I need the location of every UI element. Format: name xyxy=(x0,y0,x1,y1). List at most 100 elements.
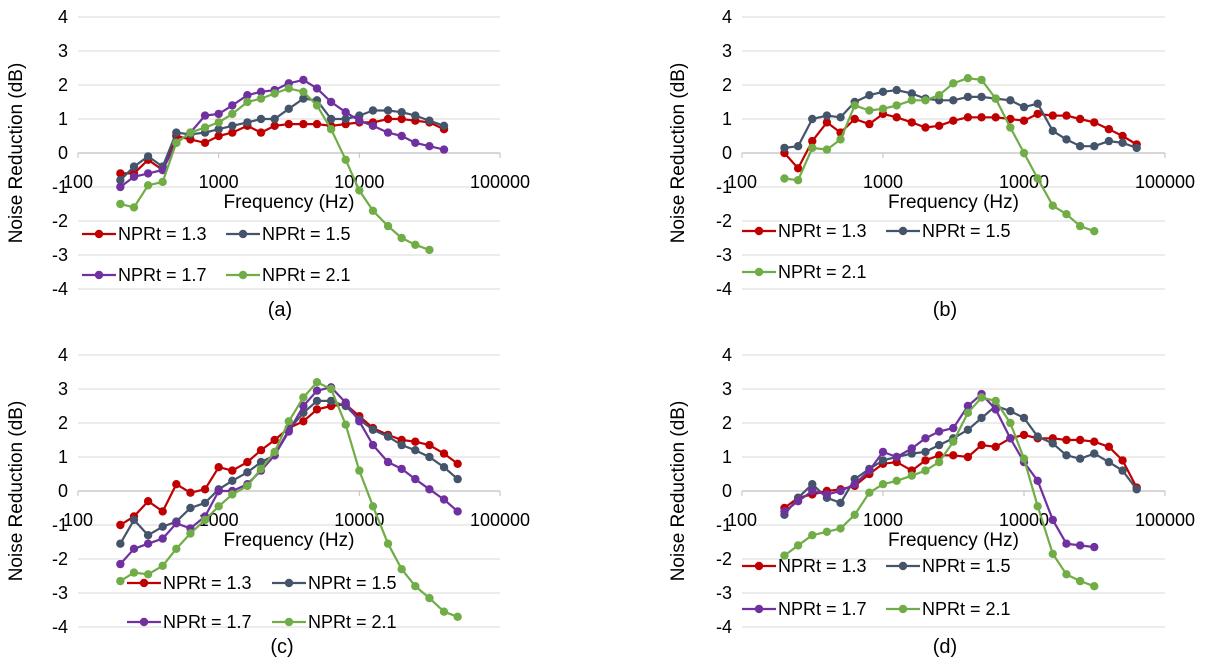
legend-swatch-marker xyxy=(898,561,908,571)
data-point xyxy=(1104,442,1114,451)
data-point xyxy=(977,92,986,102)
data-point xyxy=(907,444,916,453)
panel-caption: (b) xyxy=(933,299,957,321)
data-point xyxy=(1062,539,1071,548)
data-point xyxy=(425,440,434,450)
legend-entry-nprt-1-3: NPRt = 1.3 xyxy=(742,221,867,241)
data-point xyxy=(355,116,364,125)
legend-swatch-marker xyxy=(754,226,764,236)
data-point xyxy=(214,109,223,119)
data-point xyxy=(1019,102,1029,112)
data-point xyxy=(158,165,167,175)
data-point xyxy=(1062,435,1071,445)
data-point xyxy=(1062,111,1071,120)
y-tick-label: 4 xyxy=(722,345,732,365)
data-point xyxy=(312,119,322,129)
legend-label: NPRt = 1.3 xyxy=(163,573,252,593)
y-tick-label: -2 xyxy=(716,549,732,569)
legend-label: NPRt = 1.7 xyxy=(163,612,252,632)
legend-label: NPRt = 1.5 xyxy=(922,556,1011,576)
data-point xyxy=(822,118,832,127)
data-point xyxy=(1033,109,1042,119)
panel-caption: (c) xyxy=(270,636,293,658)
data-point xyxy=(822,145,832,154)
data-point xyxy=(129,203,139,212)
data-point xyxy=(299,119,308,129)
legend-entry-nprt-1-7: NPRt = 1.7 xyxy=(82,265,207,285)
data-point xyxy=(836,498,845,508)
data-point xyxy=(368,106,378,115)
data-point xyxy=(1104,136,1114,146)
data-point xyxy=(411,446,420,455)
data-point xyxy=(186,128,195,137)
data-point xyxy=(299,94,308,103)
legend-label: NPRt = 1.5 xyxy=(922,221,1011,241)
y-tick-label: -2 xyxy=(52,549,68,569)
legend: NPRt = 1.3 NPRt = 1.5 NPRt = 1.7 NPRt = 2.1 xyxy=(742,556,1011,619)
data-point xyxy=(1048,126,1057,136)
data-point xyxy=(822,527,832,536)
data-point xyxy=(243,481,252,491)
data-point xyxy=(143,539,153,548)
data-point xyxy=(1118,131,1127,141)
data-point xyxy=(143,531,153,540)
data-point xyxy=(1075,221,1085,231)
series-nprt-1-5 xyxy=(780,401,1141,519)
legend-swatch-marker xyxy=(238,229,248,239)
data-point xyxy=(439,145,449,154)
data-point xyxy=(383,128,393,137)
data-point xyxy=(228,128,237,137)
data-point xyxy=(921,123,930,132)
data-point xyxy=(326,384,336,394)
data-point xyxy=(1006,406,1015,416)
data-point xyxy=(214,118,223,127)
legend-label: NPRt = 1.5 xyxy=(262,224,351,244)
data-point xyxy=(411,111,420,120)
x-tick-label: 10000 xyxy=(999,510,1049,530)
data-point xyxy=(1006,418,1015,428)
series-line xyxy=(783,433,1138,509)
data-point xyxy=(808,531,817,540)
data-point xyxy=(186,529,195,538)
data-point xyxy=(228,476,237,485)
data-point xyxy=(299,393,308,402)
data-point xyxy=(411,474,420,484)
data-point xyxy=(270,447,279,457)
series-nprt-2-1 xyxy=(780,74,1099,236)
data-point xyxy=(1075,454,1085,463)
data-point xyxy=(368,440,378,450)
series-nprt-1-7 xyxy=(780,389,1099,552)
data-point xyxy=(1048,549,1057,559)
data-point xyxy=(397,440,406,450)
data-point xyxy=(963,401,973,411)
data-point xyxy=(865,488,874,497)
data-point xyxy=(892,476,901,485)
data-point xyxy=(1075,576,1085,586)
data-point xyxy=(850,101,859,110)
data-point xyxy=(1062,210,1071,219)
data-point xyxy=(1118,138,1127,147)
data-point xyxy=(963,452,973,462)
y-tick-label: 4 xyxy=(58,7,68,27)
data-point xyxy=(1062,570,1071,579)
data-point xyxy=(411,240,420,249)
data-point xyxy=(312,378,322,387)
data-point xyxy=(907,96,916,105)
data-point xyxy=(921,96,930,105)
data-point xyxy=(397,114,406,124)
y-tick-label: -2 xyxy=(716,211,732,231)
data-point xyxy=(808,480,817,489)
data-point xyxy=(1033,502,1042,511)
data-point xyxy=(284,84,293,93)
y-tick-label: 0 xyxy=(722,143,732,163)
data-point xyxy=(326,97,336,107)
data-point xyxy=(808,486,817,496)
data-point xyxy=(256,128,266,137)
data-point xyxy=(808,114,817,124)
x-tick-label: 1000 xyxy=(863,172,903,192)
series-line xyxy=(119,78,445,188)
data-point xyxy=(158,507,167,516)
series-nprt-2-1 xyxy=(116,84,434,255)
data-point xyxy=(453,612,462,621)
data-point xyxy=(383,539,393,548)
